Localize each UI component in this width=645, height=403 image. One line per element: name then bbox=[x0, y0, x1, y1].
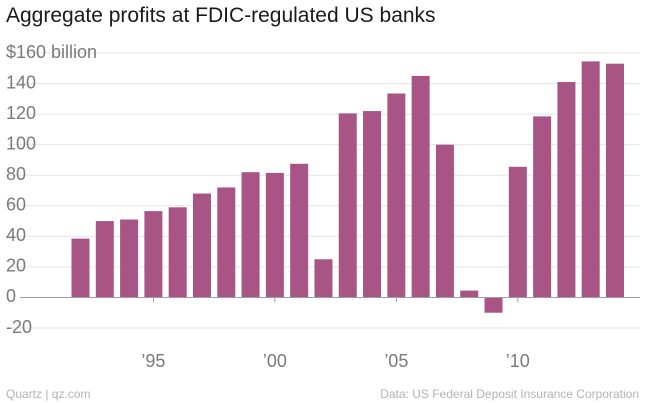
x-tick-label: ’10 bbox=[506, 351, 530, 371]
bar-2005 bbox=[387, 93, 406, 298]
y-tick-label: 100 bbox=[6, 133, 36, 153]
bar-1999 bbox=[241, 172, 260, 298]
bar-1994 bbox=[120, 219, 139, 298]
bar-1992 bbox=[71, 238, 90, 298]
y-tick-label: 0 bbox=[6, 286, 16, 306]
bar-2009 bbox=[484, 297, 503, 313]
x-axis-labels: ’95 ’00 ’05 ’10 bbox=[141, 297, 530, 371]
x-tick-label: ’05 bbox=[384, 351, 408, 371]
bar-1995 bbox=[144, 211, 163, 298]
bar-2014 bbox=[606, 63, 624, 298]
bar-2006 bbox=[411, 75, 430, 298]
bar-2007 bbox=[435, 144, 454, 298]
footer-credit: Data: US Federal Deposit Insurance Corpo… bbox=[380, 387, 639, 401]
bar-2003 bbox=[338, 113, 357, 298]
bar-2008 bbox=[460, 290, 479, 298]
x-tick-label: ’00 bbox=[263, 351, 287, 371]
y-tick-label: -20 bbox=[6, 317, 32, 337]
y-axis-labels: $160 billion 140 120 100 80 60 40 20 0 -20 bbox=[6, 42, 97, 337]
y-tick-label: 20 bbox=[6, 256, 26, 276]
y-tick-label: 40 bbox=[6, 225, 26, 245]
chart-title: Aggregate profits at FDIC-regulated US b… bbox=[6, 4, 436, 27]
bar-2000 bbox=[265, 172, 284, 298]
bar-2011 bbox=[533, 116, 552, 298]
bar-2001 bbox=[290, 163, 309, 298]
bar-2010 bbox=[508, 166, 527, 298]
y-tick-label: 60 bbox=[6, 195, 26, 215]
bars bbox=[71, 61, 624, 313]
bar-1997 bbox=[192, 193, 211, 298]
bar-1996 bbox=[168, 207, 187, 298]
y-tick-label: 80 bbox=[6, 164, 26, 184]
y-tick-label: $160 billion bbox=[6, 42, 97, 62]
bar-1998 bbox=[217, 187, 236, 298]
y-tick-label: 120 bbox=[6, 103, 36, 123]
bar-2012 bbox=[557, 82, 576, 298]
bar-2004 bbox=[363, 111, 382, 298]
x-tick-label: ’95 bbox=[141, 351, 165, 371]
y-tick-label: 140 bbox=[6, 72, 36, 92]
bar-1993 bbox=[95, 221, 114, 298]
footer-source: Quartz | qz.com bbox=[6, 387, 91, 401]
bar-2013 bbox=[581, 61, 600, 298]
bar-2002 bbox=[314, 259, 333, 298]
